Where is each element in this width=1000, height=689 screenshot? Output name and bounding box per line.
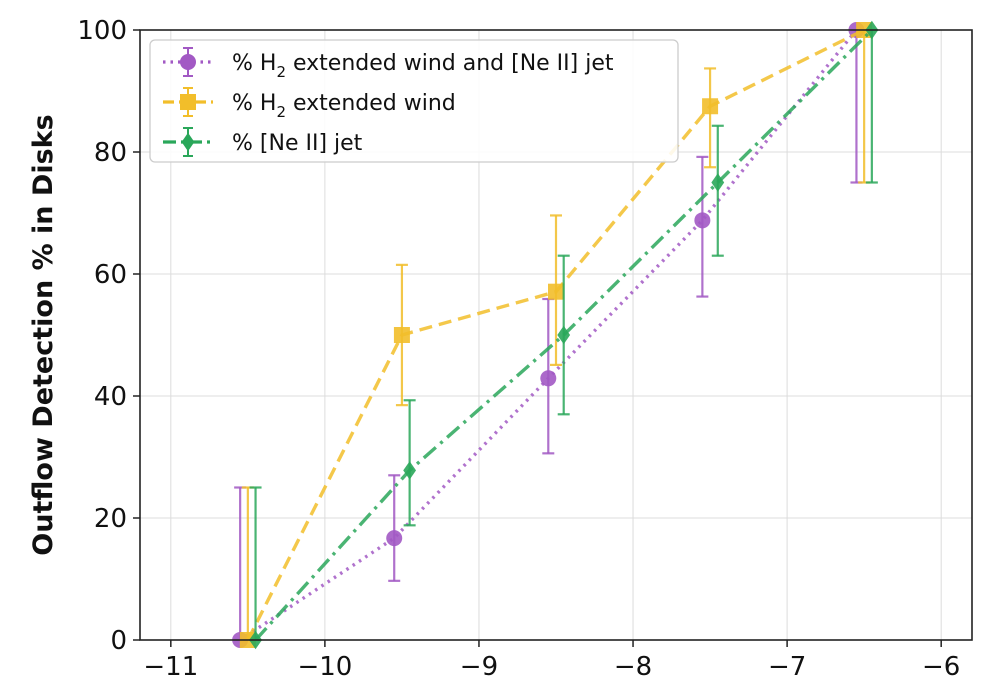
legend-item: % H2 extended wind bbox=[163, 87, 456, 121]
legend-label: % [Ne II] jet bbox=[232, 131, 363, 156]
x-tick-label: −7 bbox=[768, 652, 806, 682]
legend-marker bbox=[180, 94, 196, 110]
y-tick-label: 60 bbox=[94, 260, 127, 290]
data-point bbox=[694, 212, 711, 229]
data-point bbox=[557, 325, 571, 345]
data-point bbox=[540, 370, 557, 387]
legend-frame bbox=[149, 39, 679, 163]
plot-frame bbox=[139, 29, 973, 641]
legend-item: % [Ne II] jet bbox=[163, 127, 363, 157]
x-tick-label: −8 bbox=[614, 652, 652, 682]
legend-label: % H2 extended wind and [Ne II] jet bbox=[232, 51, 614, 81]
y-axis-label: Outflow Detection % in Disks bbox=[28, 114, 59, 555]
legend-label-subscript: 2 bbox=[276, 103, 286, 121]
y-tick-label: 0 bbox=[110, 626, 127, 656]
plot-series bbox=[232, 20, 879, 650]
legend-marker bbox=[180, 54, 196, 70]
legend-item: % H2 extended wind and [Ne II] jet bbox=[163, 47, 614, 81]
legend: % H2 extended wind and [Ne II] jet% H2 e… bbox=[149, 39, 679, 163]
x-tick-label: −10 bbox=[297, 652, 352, 682]
x-tick-label: −6 bbox=[922, 652, 960, 682]
legend-marker bbox=[181, 132, 195, 152]
y-tick-label: 100 bbox=[77, 16, 127, 46]
legend-label: % H2 extended wind bbox=[232, 91, 456, 121]
legend-label-subscript: 2 bbox=[276, 63, 286, 81]
legend-label-text: extended wind bbox=[286, 91, 456, 116]
data-point bbox=[393, 327, 410, 343]
y-tick-label: 80 bbox=[94, 138, 127, 168]
y-tick-label: 20 bbox=[94, 504, 127, 534]
series-1 bbox=[239, 22, 873, 648]
x-tick-label: −11 bbox=[143, 652, 198, 682]
data-point bbox=[711, 173, 725, 192]
legend-label-text: % [Ne II] jet bbox=[232, 131, 363, 156]
legend-label-text: extended wind and [Ne II] jet bbox=[286, 51, 614, 76]
data-point bbox=[386, 530, 403, 547]
data-point bbox=[702, 98, 719, 115]
axis-ticks: −11 −10 −9 −8 −7 −6 0 20 40 60 80 100 bbox=[77, 16, 960, 682]
x-tick-label: −9 bbox=[460, 652, 498, 682]
legend-label-text: % H bbox=[232, 51, 276, 76]
y-tick-label: 40 bbox=[94, 382, 127, 412]
data-point bbox=[403, 461, 417, 480]
data-point bbox=[548, 283, 564, 300]
legend-label-text: % H bbox=[232, 91, 276, 116]
